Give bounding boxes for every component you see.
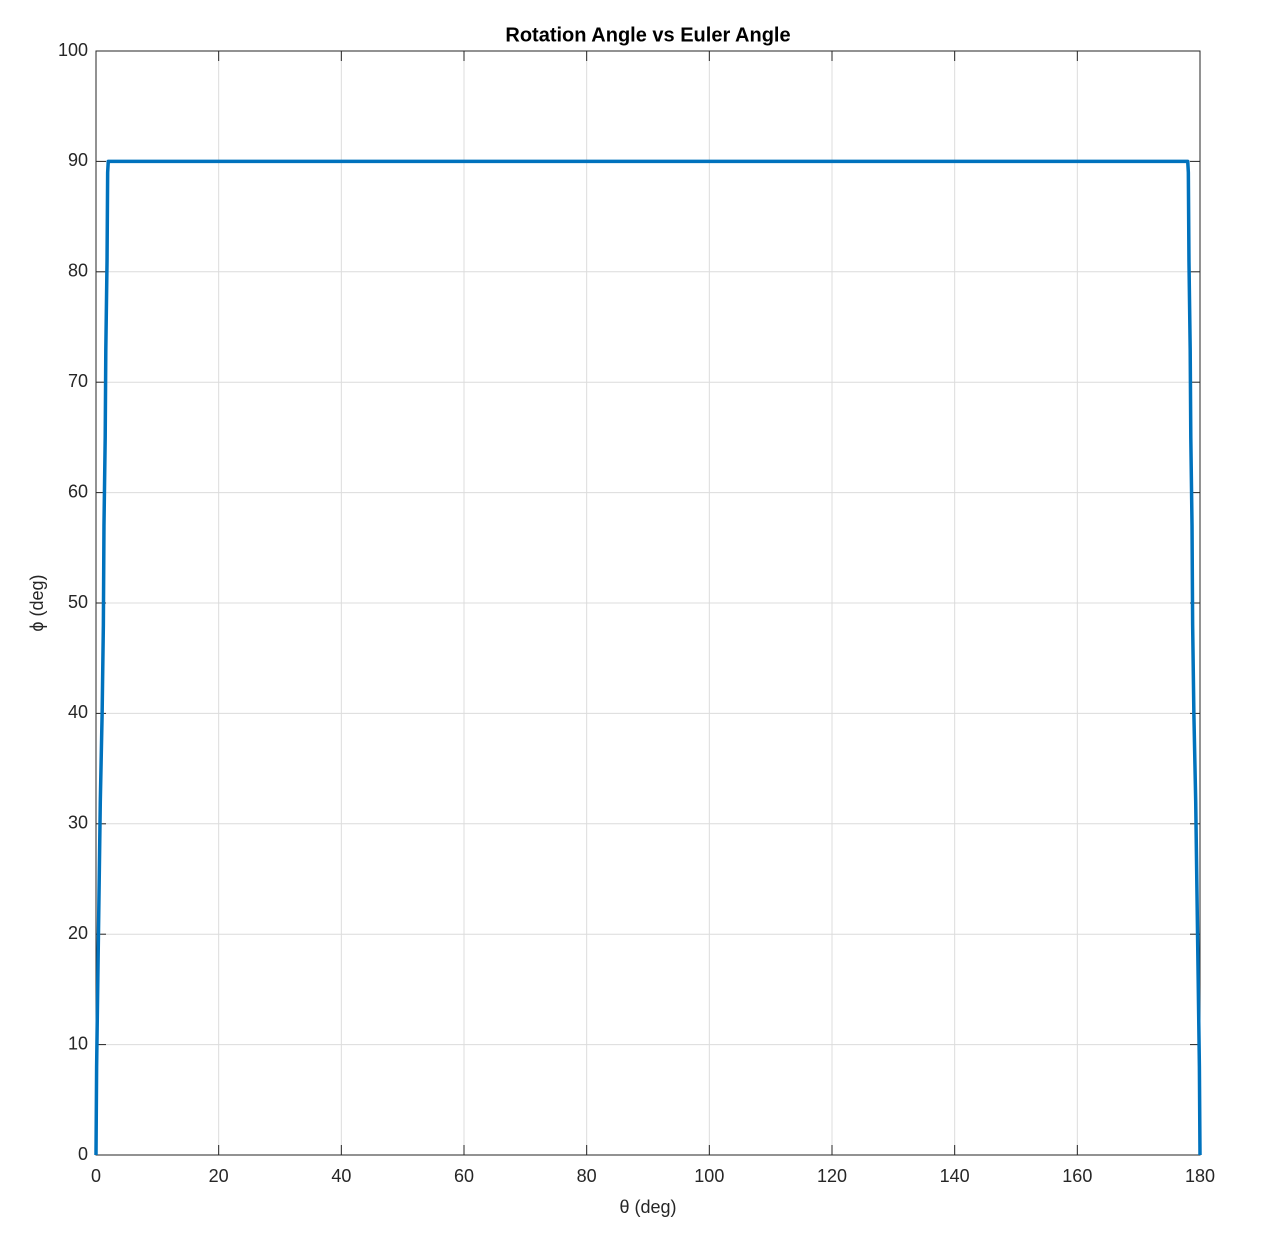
x-tick-label: 120 bbox=[817, 1166, 847, 1186]
x-tick-label: 40 bbox=[331, 1166, 351, 1186]
y-tick-label: 100 bbox=[58, 40, 88, 60]
y-tick-label: 80 bbox=[68, 261, 88, 281]
y-tick-label: 30 bbox=[68, 813, 88, 833]
y-axis-label: ϕ (deg) bbox=[27, 574, 47, 631]
chart-title: Rotation Angle vs Euler Angle bbox=[505, 24, 790, 46]
x-tick-label: 80 bbox=[577, 1166, 597, 1186]
x-tick-label: 20 bbox=[209, 1166, 229, 1186]
x-tick-label: 180 bbox=[1185, 1166, 1215, 1186]
y-tick-label: 0 bbox=[78, 1144, 88, 1164]
y-tick-label: 90 bbox=[68, 150, 88, 170]
x-tick-label: 100 bbox=[694, 1166, 724, 1186]
x-axis-label: θ (deg) bbox=[619, 1197, 676, 1217]
x-tick-label: 60 bbox=[454, 1166, 474, 1186]
y-tick-label: 50 bbox=[68, 592, 88, 612]
y-tick-label: 20 bbox=[68, 923, 88, 943]
y-tick-label: 10 bbox=[68, 1033, 88, 1053]
y-tick-label: 60 bbox=[68, 481, 88, 501]
x-tick-label: 140 bbox=[940, 1166, 970, 1186]
y-tick-label: 40 bbox=[68, 702, 88, 722]
x-tick-label: 0 bbox=[91, 1166, 101, 1186]
y-tick-label: 70 bbox=[68, 371, 88, 391]
x-tick-label: 160 bbox=[1062, 1166, 1092, 1186]
plot-frame bbox=[95, 50, 1201, 1156]
data-line bbox=[94, 159, 1202, 1156]
